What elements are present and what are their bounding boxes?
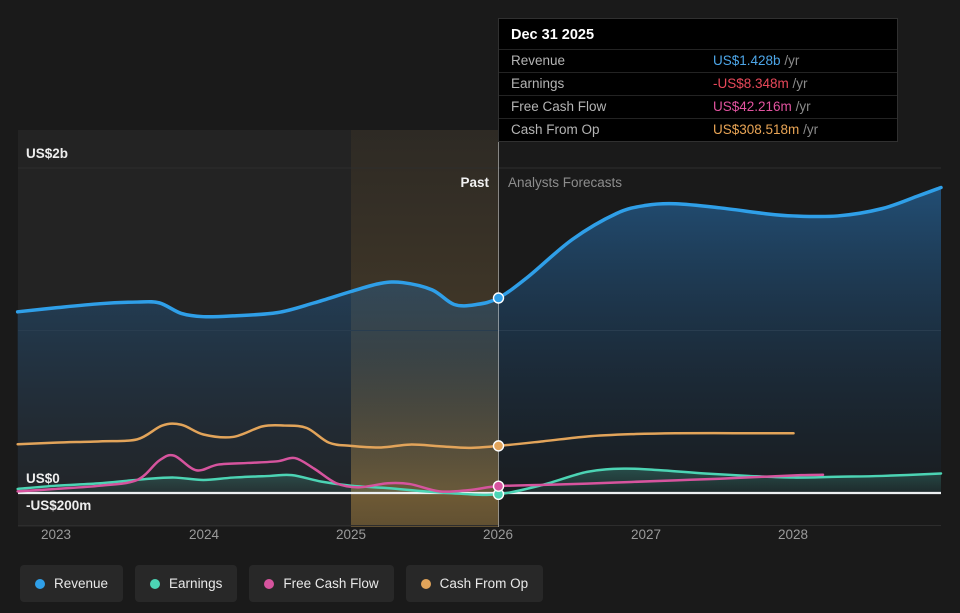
tooltip-label: Earnings [511,76,565,91]
tooltip-label: Cash From Op [511,122,600,137]
hover-tooltip: Dec 31 2025 Revenue US$1.428b /yr Earnin… [498,18,898,142]
x-axis-label-2027: 2027 [630,527,662,542]
legend-label: Free Cash Flow [283,576,379,591]
tooltip-row-earnings: Earnings -US$8.348m /yr [499,72,897,95]
legend-chip-cash-from-op[interactable]: Cash From Op [405,565,544,602]
earnings-area [17,468,941,495]
tooltip-label: Revenue [511,53,566,68]
x-axis-label-2023: 2023 [40,527,72,542]
tooltip-row-cash-from-op: Cash From Op US$308.518m /yr [499,118,897,141]
earnings-line [16,467,943,497]
analysts-forecasts-label: Analysts Forecasts [508,175,623,190]
tooltip-date: Dec 31 2025 [511,27,595,43]
y-axis-label-neg: -US$200m [26,498,92,513]
tooltip-row-free-cash-flow: Free Cash Flow US$42.216m /yr [499,95,897,118]
revenue-marker[interactable] [492,292,505,304]
tooltip-row-revenue: Revenue US$1.428b /yr [499,49,897,72]
tooltip-suffix: /yr [780,53,800,68]
legend-label: Cash From Op [439,576,529,591]
earnings-dot-icon [150,578,161,589]
tooltip-suffix: /yr [799,122,819,137]
legend-chip-earnings[interactable]: Earnings [135,565,238,602]
revenue-area [17,187,941,493]
tooltip-value: US$1.428b [713,53,781,68]
tooltip-value: US$308.518m [713,122,800,137]
x-axis-label-2024: 2024 [188,527,220,542]
revenue-dot-icon [35,578,45,589]
legend-label: Earnings [169,576,223,591]
legend-chip-free-cash-flow[interactable]: Free Cash Flow [249,565,394,602]
tooltip-value: -US$8.348m [713,76,789,91]
tooltip-value: US$42.216m [713,99,792,114]
free-cash-flow-marker[interactable] [492,480,505,492]
x-axis-label-2028: 2028 [777,527,809,542]
tooltip-suffix: /yr [791,99,811,114]
cash-from-op-line [16,422,795,450]
free-cash-flow-dot-icon [264,578,275,589]
revenue-line [15,185,943,319]
legend: Revenue Earnings Free Cash Flow Cash Fro… [20,565,544,602]
tooltip-label: Free Cash Flow [511,99,607,114]
x-axis-label-2026: 2026 [482,527,514,542]
x-axis-label-2025: 2025 [335,527,367,542]
legend-label: Revenue [54,576,109,591]
past-label: Past [460,175,489,190]
y-axis-label-zero: US$0 [26,471,60,486]
y-axis-label-2b: US$2b [26,146,69,161]
cash-from-op-marker[interactable] [492,440,505,452]
tooltip-suffix: /yr [788,76,808,91]
cash-from-op-dot-icon [420,578,431,589]
legend-chip-revenue[interactable]: Revenue [20,565,124,602]
free-cash-flow-line [16,453,825,493]
